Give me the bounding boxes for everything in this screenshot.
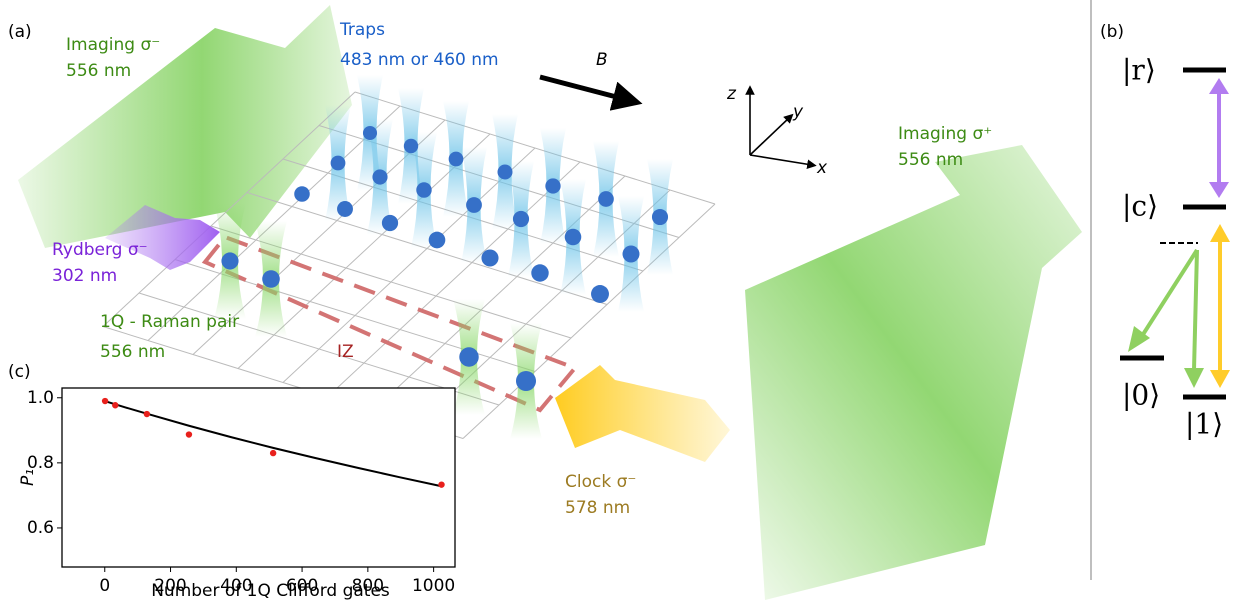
beam-wavelength: 578 nm	[565, 498, 630, 518]
level-label: |1⟩	[1185, 408, 1223, 441]
atom	[331, 156, 346, 171]
atom	[466, 197, 482, 213]
atom	[545, 178, 560, 193]
atom	[459, 347, 478, 366]
panel-label: (b)	[1100, 22, 1124, 42]
field-label: B	[596, 50, 608, 70]
energy-levels	[1120, 70, 1226, 397]
atom	[513, 211, 529, 227]
beam-wavelength: 556 nm	[898, 150, 963, 170]
beam-name: Imaging σ⁺	[898, 124, 992, 144]
atom	[591, 285, 609, 303]
y-axis-label: P₁	[18, 469, 38, 486]
atom	[598, 191, 614, 207]
zone-label: IZ	[337, 342, 354, 362]
atom	[449, 152, 464, 167]
beam-wavelength: 556 nm	[100, 342, 165, 362]
x-tick-label: 1000	[412, 576, 455, 596]
atom	[652, 209, 668, 225]
field-arrow	[540, 77, 628, 100]
atom	[404, 139, 418, 153]
atom	[382, 215, 398, 231]
atom	[497, 164, 512, 179]
atom	[294, 186, 310, 202]
clock-beam	[555, 365, 730, 462]
beam-name: Rydberg σ⁻	[52, 240, 148, 260]
data-point	[186, 431, 192, 437]
atom	[416, 182, 431, 197]
y-tick-label: 1.0	[27, 388, 54, 408]
atom	[429, 232, 446, 249]
data-point	[438, 481, 444, 487]
imaging-beam-right	[745, 145, 1082, 600]
atom	[516, 371, 536, 391]
atom	[481, 249, 498, 266]
x-tick-label: 0	[99, 576, 110, 596]
level-label: |c⟩	[1122, 190, 1158, 223]
plot-frame	[62, 388, 455, 567]
atom	[363, 126, 377, 140]
atom	[221, 252, 238, 269]
data-point	[270, 450, 276, 456]
transition-arrows	[1128, 78, 1230, 388]
page: { "panel_labels": ["(a)", "(b)", "(c)"],…	[0, 0, 1246, 604]
beam-name: 1Q - Raman pair	[100, 312, 239, 332]
figure: (a) Imaging σ⁻ 556 nm Traps 483 nm or 46…	[0, 0, 1246, 604]
beam-name: Traps	[339, 20, 385, 40]
beam-name: Clock σ⁻	[565, 472, 636, 492]
y-tick-label: 0.6	[27, 518, 54, 538]
axis-label: x	[816, 158, 828, 178]
beam-wavelength: 556 nm	[66, 61, 131, 81]
atom	[565, 229, 582, 246]
atom	[531, 264, 548, 281]
atom	[337, 201, 353, 217]
data-point	[112, 402, 118, 408]
axis-label: z	[726, 84, 737, 104]
level-label: |r⟩	[1122, 54, 1156, 87]
beam-name: Imaging σ⁻	[66, 35, 160, 55]
axis-label: y	[792, 102, 804, 122]
data-point	[102, 398, 108, 404]
beam-wavelength: 483 nm or 460 nm	[340, 50, 499, 70]
panel-label: (c)	[8, 362, 31, 382]
beam-wavelength: 302 nm	[52, 266, 117, 286]
atom	[372, 169, 387, 184]
atom	[262, 270, 280, 288]
x-axis-label: Number of 1Q Clifford gates	[151, 581, 390, 601]
level-label: |0⟩	[1122, 379, 1160, 412]
data-point	[144, 411, 150, 417]
panel-label: (a)	[8, 22, 32, 42]
atom	[623, 246, 640, 263]
